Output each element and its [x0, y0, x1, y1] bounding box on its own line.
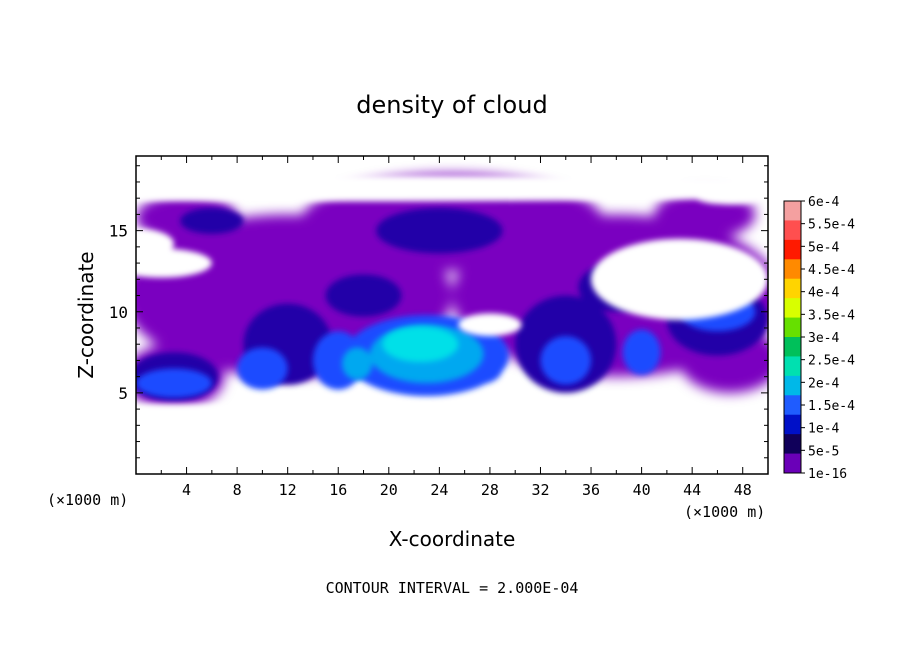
colorbar-label: 3.5e-4 [808, 308, 855, 323]
x-tick-label: 48 [734, 481, 752, 499]
y-tick-label: 10 [109, 303, 128, 322]
colorbar-segment [784, 239, 801, 260]
x-tick-label: 12 [279, 481, 297, 499]
x-axis: 4 8 12 16 20 24 28 32 36 40 44 48 [160, 156, 752, 499]
colorbar-segment [784, 278, 801, 299]
x-tick-label: 32 [531, 481, 549, 499]
clear-air-gap [692, 185, 768, 205]
colorbar-segment [784, 201, 801, 221]
x-axis-label: X-coordinate [389, 527, 516, 551]
colorbar-segment [784, 317, 801, 338]
colorbar-label: 5e-4 [808, 240, 839, 255]
cloud-region [622, 329, 661, 376]
colorbar-label: 2e-4 [808, 376, 839, 391]
x-tick-label: 24 [430, 481, 448, 499]
colorbar-segment [784, 259, 801, 280]
y-tick-label: 5 [118, 384, 128, 403]
clear-air-gap [591, 238, 768, 320]
x-tick-label: 44 [683, 481, 701, 499]
cloud-region [376, 207, 503, 254]
y-axis-label: Z-coordinate [74, 251, 98, 378]
clear-air-gap [287, 402, 490, 423]
clear-air-gap [136, 175, 768, 202]
colorbar-segment [784, 414, 801, 435]
cloud-layer-2e-4 [382, 326, 459, 363]
colorbar-label: 4e-4 [808, 286, 839, 301]
x-tick-label: 16 [329, 481, 347, 499]
cloud-region [180, 207, 244, 234]
cloud-region [382, 326, 459, 363]
clear-air-gaps [136, 175, 768, 450]
x-unit-left: (×1000 m) [47, 491, 128, 509]
x-tick-label: 8 [233, 481, 242, 499]
cloud-region [540, 336, 592, 385]
colorbar-label: 1e-4 [808, 422, 839, 437]
y-tick-label: 15 [109, 222, 128, 241]
y-axis: 5 10 15 [109, 165, 768, 459]
colorbar-label: 5e-5 [808, 444, 839, 459]
clear-air-gap [458, 313, 522, 337]
colorbar-segment [784, 434, 801, 455]
x-tick-label: 4 [182, 481, 191, 499]
cloud-region [237, 347, 288, 390]
colorbar-label: 6e-4 [808, 195, 839, 210]
colorbar-segment [784, 220, 801, 241]
x-tick-label: 36 [582, 481, 600, 499]
colorbar: 6e-4 5.5e-4 5e-4 4.5e-4 4e-4 3.5e-4 3e-4 2.5e-4… [783, 195, 855, 482]
cloud-region [325, 274, 402, 317]
colorbar-label: 3e-4 [808, 331, 839, 346]
chart-title: density of cloud [356, 91, 547, 119]
x-unit-right: (×1000 m) [684, 503, 765, 521]
colorbar-segment [784, 395, 801, 416]
x-tick-label: 20 [380, 481, 398, 499]
colorbar-segment [784, 337, 801, 357]
colorbar-label: 4.5e-4 [808, 263, 855, 278]
colorbar-label: 1e-16 [808, 467, 847, 482]
colorbar-label: 2.5e-4 [808, 354, 855, 369]
x-tick-label: 28 [481, 481, 499, 499]
colorbar-segment [784, 356, 801, 377]
cloud-region [342, 347, 373, 380]
contour-interval-note: CONTOUR INTERVAL = 2.000E-04 [326, 579, 579, 597]
plot-frame [135, 155, 769, 475]
cloud-region [136, 368, 212, 398]
cloud-density-field [136, 173, 768, 450]
colorbar-segment [784, 453, 801, 474]
x-tick-label: 40 [633, 481, 651, 499]
clear-air-gap [136, 229, 174, 259]
colorbar-segment [784, 298, 801, 319]
colorbar-segment [784, 375, 801, 396]
colorbar-label: 5.5e-4 [808, 218, 855, 233]
colorbar-label: 1.5e-4 [808, 399, 855, 414]
